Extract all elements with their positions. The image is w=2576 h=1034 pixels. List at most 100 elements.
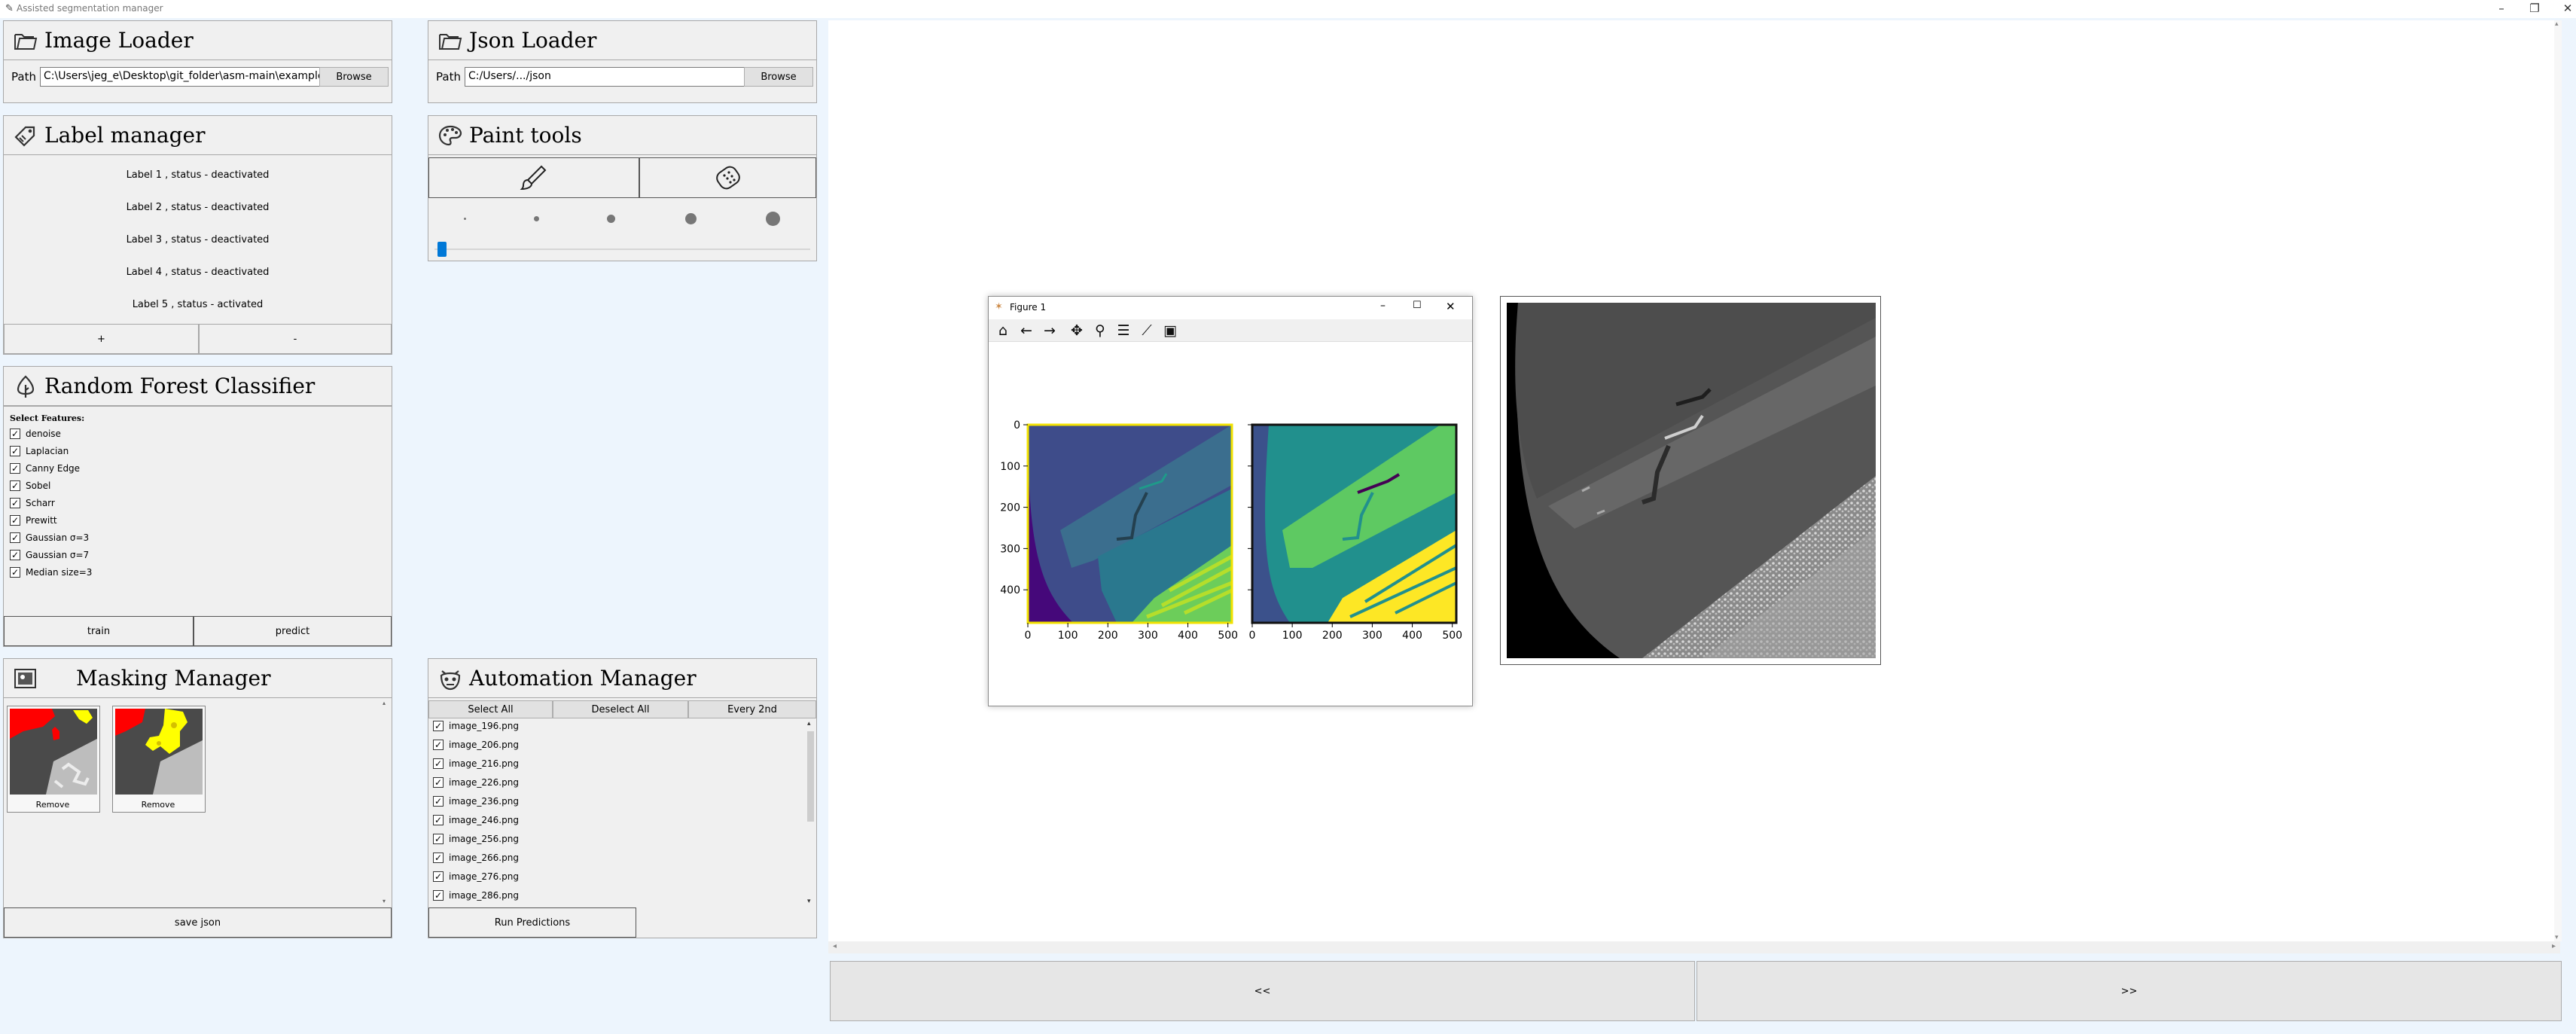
canvas-h-scrollbar[interactable]: ◂ ▸ (828, 941, 2560, 953)
select-all-button[interactable]: Select All (428, 700, 553, 718)
scroll-up-icon[interactable]: ▴ (807, 720, 811, 727)
json-browse-button[interactable]: Browse (744, 67, 813, 87)
deselect-all-button[interactable]: Deselect All (553, 700, 688, 718)
feature-checkbox-row[interactable]: ✓ Laplacian (10, 446, 69, 456)
scroll-down-icon[interactable]: ▾ (2555, 934, 2559, 941)
configure-subplots-icon[interactable]: ☰ (1117, 322, 1130, 339)
checkbox-checked-icon[interactable]: ✓ (433, 834, 444, 844)
masking-scrollbar[interactable]: ▴ ▾ (380, 698, 391, 906)
save-figure-icon[interactable]: ▣ (1163, 322, 1177, 339)
image-list-item[interactable]: ✓ image_236.png (433, 796, 519, 807)
checkbox-checked-icon[interactable]: ✓ (10, 532, 20, 543)
every-2nd-button[interactable]: Every 2nd (688, 700, 816, 718)
edit-axis-icon[interactable]: ⟋ (1142, 322, 1152, 339)
image-list-item[interactable]: ✓ image_256.png (433, 834, 519, 844)
minimize-button[interactable]: – (2498, 2, 2504, 15)
home-icon[interactable]: ⌂ (998, 322, 1008, 339)
feature-checkbox-row[interactable]: ✓ Canny Edge (10, 463, 80, 474)
feature-checkbox-row[interactable]: ✓ Sobel (10, 480, 50, 491)
checkbox-checked-icon[interactable]: ✓ (433, 890, 444, 901)
image-list-item[interactable]: ✓ image_286.png (433, 890, 519, 901)
feature-checkbox-row[interactable]: ✓ Gaussian σ=7 (10, 550, 89, 560)
remove-mask-button[interactable]: Remove (141, 799, 175, 810)
next-image-button[interactable]: >> (1697, 961, 2562, 1021)
pan-icon[interactable]: ✥ (1071, 322, 1083, 339)
scroll-down-icon[interactable]: ▾ (383, 898, 386, 904)
label-item[interactable]: Label 2 , status - deactivated (126, 202, 270, 213)
checkbox-checked-icon[interactable]: ✓ (10, 429, 20, 439)
checkbox-checked-icon[interactable]: ✓ (433, 721, 444, 731)
brush-size-4-icon[interactable] (685, 213, 697, 224)
mask-thumbnail-2[interactable] (115, 709, 203, 795)
maximize-button[interactable]: ❐ (2529, 2, 2540, 15)
brush-size-3-icon[interactable] (607, 215, 615, 223)
checkbox-checked-icon[interactable]: ✓ (433, 853, 444, 863)
checkbox-checked-icon[interactable]: ✓ (433, 815, 444, 825)
main-image-frame[interactable] (1500, 296, 1881, 665)
image-list-item[interactable]: ✓ image_266.png (433, 853, 519, 863)
image-list-item[interactable]: ✓ image_206.png (433, 740, 519, 750)
label-item[interactable]: Label 1 , status - deactivated (126, 169, 270, 181)
checkbox-checked-icon[interactable]: ✓ (433, 777, 444, 788)
json-path-input[interactable]: C:/Users/.../json (465, 67, 745, 87)
brush-size-5-icon[interactable] (766, 212, 780, 226)
image-path-input[interactable]: C:\Users\jeg_e\Desktop\git_folder\asm-ma… (40, 67, 320, 87)
checkbox-checked-icon[interactable]: ✓ (10, 498, 20, 508)
eraser-tool-button[interactable] (639, 157, 816, 198)
feature-checkbox-row[interactable]: ✓ Prewitt (10, 515, 57, 526)
scroll-up-icon[interactable]: ▴ (383, 700, 386, 706)
train-button[interactable]: train (4, 616, 194, 646)
checkbox-checked-icon[interactable]: ✓ (10, 567, 20, 578)
figure-maximize-button[interactable]: ☐ (1413, 300, 1422, 311)
previous-image-button[interactable]: << (830, 961, 1695, 1021)
scroll-left-icon[interactable]: ◂ (833, 942, 837, 950)
main-image[interactable] (1507, 303, 1876, 658)
canvas-v-scrollbar[interactable]: ▴ ▾ (2554, 20, 2562, 941)
predict-button[interactable]: predict (194, 616, 392, 646)
figure-close-button[interactable]: ✕ (1446, 300, 1456, 313)
image-browse-button[interactable]: Browse (319, 67, 389, 87)
checkbox-checked-icon[interactable]: ✓ (433, 871, 444, 882)
figure-minimize-button[interactable]: – (1380, 300, 1386, 312)
image-list-item[interactable]: ✓ image_276.png (433, 871, 519, 882)
zoom-icon[interactable]: ⚲ (1095, 322, 1105, 339)
add-label-button[interactable]: + (4, 324, 199, 354)
mask-thumbnail-1[interactable] (10, 709, 97, 795)
image-list-scrollbar[interactable]: ▴ ▾ (805, 719, 816, 906)
brush-tool-button[interactable] (428, 157, 639, 198)
checkbox-checked-icon[interactable]: ✓ (10, 446, 20, 456)
brush-size-slider-track[interactable] (434, 249, 810, 250)
image-list-item[interactable]: ✓ image_246.png (433, 815, 519, 825)
label-item[interactable]: Label 5 , status - activated (132, 299, 264, 310)
checkbox-checked-icon[interactable]: ✓ (433, 758, 444, 769)
close-button[interactable]: ✕ (2562, 2, 2573, 15)
image-list-item[interactable]: ✓ image_226.png (433, 777, 519, 788)
feature-checkbox-row[interactable]: ✓ Median size=3 (10, 567, 92, 578)
label-item[interactable]: Label 3 , status - deactivated (126, 234, 270, 246)
brush-size-2-icon[interactable] (534, 216, 539, 221)
scroll-up-icon[interactable]: ▴ (2555, 20, 2559, 28)
checkbox-checked-icon[interactable]: ✓ (10, 550, 20, 560)
label-item[interactable]: Label 4 , status - deactivated (126, 267, 270, 278)
remove-label-button[interactable]: - (199, 324, 392, 354)
brush-size-1-icon[interactable] (464, 218, 466, 220)
save-json-button[interactable]: save json (4, 907, 392, 938)
run-predictions-button[interactable]: Run Predictions (428, 907, 636, 938)
image-list-item[interactable]: ✓ image_196.png (433, 721, 519, 731)
feature-checkbox-row[interactable]: ✓ Gaussian σ=3 (10, 532, 89, 543)
back-arrow-icon[interactable]: ← (1020, 322, 1032, 339)
feature-checkbox-row[interactable]: ✓ Scharr (10, 498, 55, 508)
forward-arrow-icon[interactable]: → (1044, 322, 1056, 339)
checkbox-checked-icon[interactable]: ✓ (433, 796, 444, 807)
checkbox-checked-icon[interactable]: ✓ (433, 740, 444, 750)
scroll-down-icon[interactable]: ▾ (807, 898, 811, 905)
remove-mask-button[interactable]: Remove (35, 799, 70, 810)
checkbox-checked-icon[interactable]: ✓ (10, 480, 20, 491)
figure-canvas[interactable]: 0 100 200 300 400 500 0 100 200 300 400 500 0 100 200 3… (989, 342, 1472, 706)
feature-checkbox-row[interactable]: ✓ denoise (10, 429, 61, 439)
checkbox-checked-icon[interactable]: ✓ (10, 463, 20, 474)
checkbox-checked-icon[interactable]: ✓ (10, 515, 20, 526)
scroll-right-icon[interactable]: ▸ (2551, 942, 2556, 950)
figure-window[interactable]: ✶ Figure 1 – ☐ ✕ ⌂ ← → ✥ ⚲ ☰ ⟋ ▣ (988, 296, 1473, 706)
scroll-thumb[interactable] (807, 731, 814, 822)
